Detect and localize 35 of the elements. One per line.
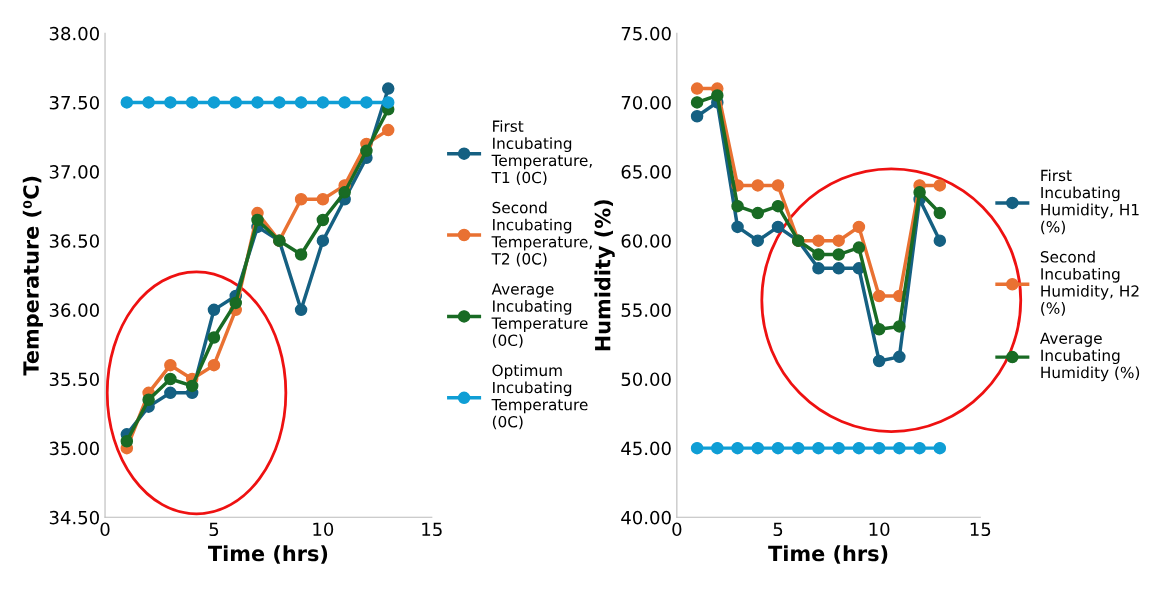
x-tick-label: 5 bbox=[773, 522, 783, 537]
y-tick-label: 38.00 bbox=[49, 26, 99, 41]
y-tick-label: 45.00 bbox=[621, 441, 671, 456]
y-tick-label: 60.00 bbox=[621, 234, 671, 248]
y-tick-label: 75.00 bbox=[621, 26, 671, 41]
y-tick-label: 50.00 bbox=[621, 372, 671, 387]
x-tick-label: 10 bbox=[869, 522, 890, 537]
y-tick-label: 36.00 bbox=[49, 303, 99, 317]
legend-label: Average Incubating Humidity (%) bbox=[1039, 332, 1140, 382]
y-tick-label: 37.50 bbox=[49, 95, 99, 110]
legend-label: First Incubating Humidity, H1 (%) bbox=[1041, 169, 1139, 235]
legend-label: First Incubating Temperature, T1 (0C) bbox=[491, 120, 592, 186]
y-axis-title: Temperature (⁰C) bbox=[22, 176, 43, 376]
y-axis-title: Humidity (%) bbox=[594, 200, 615, 351]
x-tick-label: 15 bbox=[422, 522, 442, 537]
legend-label: Second Incubating Temperature, T2 (0C) bbox=[491, 201, 592, 267]
y-tick-label: 35.50 bbox=[49, 372, 99, 387]
x-tick-label: 10 bbox=[313, 522, 334, 537]
legend-label: Average Incubating Temperature (0C) bbox=[491, 283, 588, 348]
y-tick-label: 70.00 bbox=[621, 95, 671, 110]
x-tick-label: 5 bbox=[209, 522, 219, 537]
x-tick-label: 0 bbox=[672, 522, 682, 537]
y-tick-label: 36.50 bbox=[49, 234, 99, 248]
y-tick-label: 35.00 bbox=[49, 441, 99, 456]
x-tick-label: 0 bbox=[100, 522, 110, 537]
y-tick-label: 40.00 bbox=[621, 510, 671, 525]
y-tick-label: 34.50 bbox=[49, 510, 99, 525]
y-tick-label: 37.00 bbox=[49, 165, 99, 179]
legend-label: Optimum Incubating Temperature (0C) bbox=[491, 364, 588, 430]
y-tick-label: 65.00 bbox=[621, 165, 671, 179]
x-tick-label: 15 bbox=[970, 522, 991, 537]
x-axis-title: Time (hrs) bbox=[768, 545, 888, 564]
x-axis-title: Time (hrs) bbox=[208, 545, 328, 564]
legend-label: Second Incubating Humidity, H2 (%) bbox=[1040, 250, 1139, 316]
y-tick-label: 55.00 bbox=[621, 303, 671, 317]
